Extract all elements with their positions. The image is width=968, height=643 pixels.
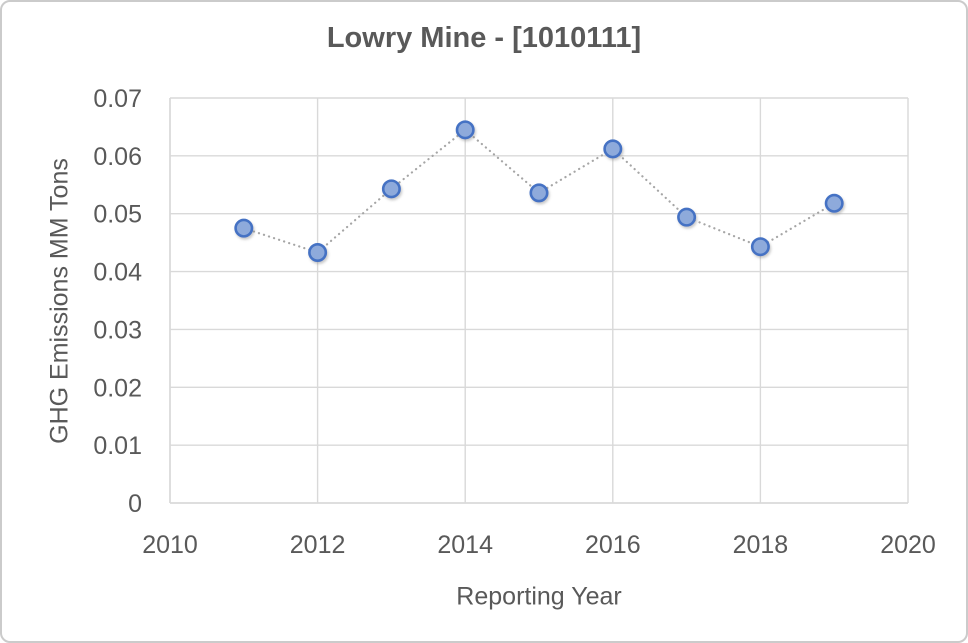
data-point-2019 xyxy=(824,193,844,213)
data-point-2013 xyxy=(381,179,401,199)
x-tick-label: 2020 xyxy=(880,531,936,559)
y-tick-label: 0.04 xyxy=(93,259,142,287)
data-point-2017 xyxy=(677,207,697,227)
y-tick-label: 0.06 xyxy=(93,143,142,171)
y-tick-label: 0.07 xyxy=(93,85,142,113)
data-point-2015 xyxy=(529,183,549,203)
y-tick-label: 0.05 xyxy=(93,201,142,229)
y-tick-label: 0.03 xyxy=(93,316,142,344)
y-tick-label: 0.02 xyxy=(93,374,142,402)
x-axis-title: Reporting Year xyxy=(456,582,622,611)
data-point-2012 xyxy=(308,242,328,262)
data-point-2011 xyxy=(234,218,254,238)
y-tick-label: 0 xyxy=(128,490,142,518)
x-tick-label: 2010 xyxy=(142,531,198,559)
x-tick-label: 2012 xyxy=(290,531,346,559)
data-point-2016 xyxy=(603,139,623,159)
chart-title: Lowry Mine - [1010111] xyxy=(326,22,642,54)
y-tick-label: 0.01 xyxy=(93,432,142,460)
x-tick-label: 2018 xyxy=(733,531,789,559)
data-point-2018 xyxy=(750,237,770,257)
x-tick-label: 2014 xyxy=(437,531,493,559)
x-tick-label: 2016 xyxy=(585,531,641,559)
data-point-2014 xyxy=(455,120,475,140)
